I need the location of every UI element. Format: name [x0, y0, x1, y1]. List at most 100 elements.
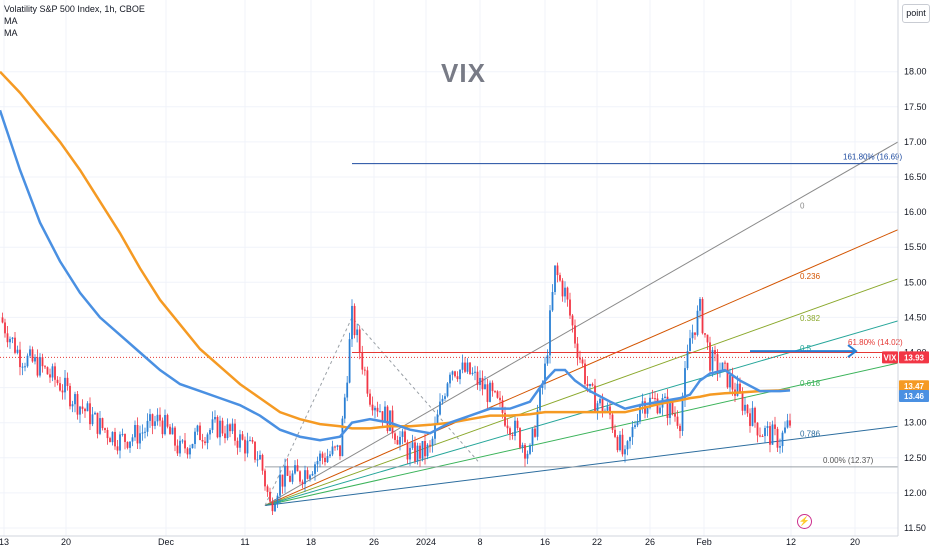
candle-body — [171, 427, 174, 435]
candle-body — [74, 394, 76, 405]
candle-body — [489, 382, 491, 402]
candle-body — [654, 398, 656, 400]
candle-body — [519, 428, 521, 448]
candle-body — [104, 428, 106, 431]
candle-body — [134, 425, 136, 438]
candle-body — [331, 446, 334, 455]
candle-body — [599, 398, 601, 404]
candle-body — [504, 412, 506, 426]
candle-body — [769, 426, 771, 445]
fib-level-label: 0.382 — [800, 314, 821, 323]
candle-body — [66, 377, 69, 386]
candle-body — [348, 339, 351, 383]
fib-fan-line — [264, 141, 899, 506]
candle-body — [96, 412, 99, 434]
unit-badge[interactable]: point — [902, 4, 930, 23]
candle-body — [679, 425, 681, 432]
candle-body — [11, 337, 14, 339]
candle-body — [394, 433, 396, 440]
candle-body — [81, 406, 84, 409]
candle-body — [566, 287, 569, 300]
candle-body — [1, 317, 4, 323]
candle-body — [279, 474, 281, 496]
fib-level-label: 0.5 — [800, 344, 812, 353]
candle-body — [546, 355, 549, 364]
indicator-ma-2[interactable]: MA — [4, 28, 18, 38]
candle-body — [391, 410, 394, 434]
y-tick-label: 17.00 — [904, 137, 927, 147]
candle-body — [429, 444, 431, 446]
symbol-watermark: VIX — [441, 58, 486, 88]
candle-body — [254, 441, 256, 460]
candle-body — [161, 420, 164, 435]
candle-body — [416, 445, 419, 462]
candle-body — [526, 453, 529, 459]
candle-body — [334, 446, 336, 448]
candle-body — [106, 430, 109, 439]
lightning-icon[interactable]: ⚡ — [797, 514, 812, 529]
candle-body — [139, 433, 141, 444]
candle-body — [51, 366, 54, 378]
candle-body — [294, 465, 296, 474]
candle-body — [601, 398, 604, 413]
candle-body — [86, 403, 89, 412]
candle-body — [476, 371, 479, 386]
candle-body — [343, 397, 346, 419]
candle-body — [424, 441, 426, 457]
candle-body — [374, 407, 376, 411]
candle-body — [76, 394, 79, 415]
candle-body — [771, 424, 774, 445]
candle-body — [319, 453, 321, 461]
candle-body — [339, 445, 341, 457]
candle-body — [54, 366, 56, 380]
candle-body — [751, 407, 754, 426]
candle-body — [169, 426, 171, 435]
candle-body — [219, 420, 221, 438]
fib-level-label: 0.786 — [800, 430, 821, 439]
fib-level-label: 0.618 — [800, 379, 821, 388]
candle-body — [336, 445, 339, 447]
candle-body — [111, 431, 114, 443]
candle-body — [371, 404, 374, 411]
candle-body — [724, 362, 726, 364]
fib-level-label: 0 — [800, 202, 805, 211]
candle-body — [346, 382, 349, 398]
candle-body — [119, 434, 121, 451]
candle-body — [684, 368, 686, 400]
indicator-ma-1[interactable]: MA — [4, 16, 18, 26]
candle-body — [204, 441, 206, 444]
candle-body — [296, 465, 299, 472]
candle-body — [626, 441, 629, 450]
candle-body — [401, 431, 404, 437]
candle-body — [369, 393, 371, 405]
candle-body — [216, 417, 219, 438]
candle-body — [39, 357, 41, 376]
candle-body — [624, 449, 626, 455]
candle-body — [736, 383, 739, 396]
candle-body — [441, 398, 444, 402]
candle-body — [516, 420, 519, 429]
candle-body — [454, 371, 456, 377]
candle-body — [594, 385, 596, 412]
candle-body — [156, 414, 159, 422]
candle-body — [531, 428, 534, 446]
candle-body — [84, 408, 86, 412]
y-tick-label: 16.50 — [904, 172, 927, 182]
candle-body — [251, 440, 254, 442]
candle-body — [586, 383, 589, 387]
candle-body — [226, 424, 229, 439]
chart-title: Volatility S&P 500 Index, 1h, CBOE — [4, 4, 145, 14]
candle-body — [199, 425, 201, 441]
candle-body — [249, 440, 251, 442]
level-ext1-label: 61.80% (14.02) — [848, 338, 903, 347]
candle-body — [611, 414, 614, 430]
candle-body — [646, 407, 649, 414]
candle-body — [544, 363, 546, 384]
candle-body — [784, 427, 786, 433]
x-tick-label: 12 — [786, 537, 796, 547]
candle-body — [289, 475, 291, 482]
candle-body — [396, 439, 399, 445]
candle-body — [714, 350, 716, 355]
candle-body — [574, 325, 576, 344]
